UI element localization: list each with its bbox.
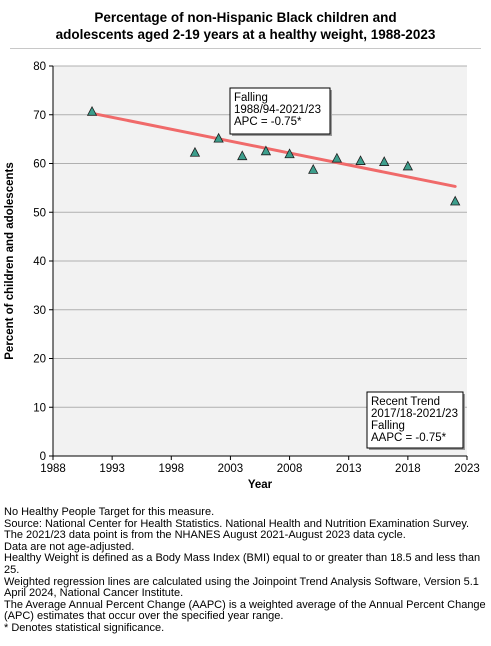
chart-canvas: 0 10 20 30 40 50 60 70 80 1988 1993 1998 2003 2008 201… bbox=[4, 61, 480, 491]
annotation-text: 2017/18-2021/23 bbox=[371, 408, 458, 420]
chart-title: Percentage of non-Hispanic Black childre… bbox=[0, 9, 491, 43]
y-tick-label: 20 bbox=[33, 354, 46, 366]
footnote-age-adjust: Data are not age-adjusted. bbox=[4, 540, 135, 553]
x-tick-label: 2008 bbox=[277, 463, 303, 475]
x-tick-label: 2003 bbox=[218, 463, 244, 475]
annotation-box bbox=[366, 391, 464, 449]
y-tick-label: 70 bbox=[33, 110, 46, 122]
axes bbox=[52, 66, 467, 457]
footnote-definition: Healthy Weight is defined as a Body Mass… bbox=[4, 552, 481, 576]
chart-title-line-1: Percentage of non-Hispanic Black childre… bbox=[94, 10, 397, 25]
annotation-text: Falling bbox=[234, 92, 268, 104]
footnote-aapc: The Average Annual Percent Change (AAPC)… bbox=[4, 598, 486, 623]
data-point-triangle bbox=[308, 163, 319, 174]
x-tick-label: 1993 bbox=[99, 463, 125, 475]
y-tick-label: 50 bbox=[33, 207, 46, 219]
x-tick-label: 2023 bbox=[454, 463, 480, 475]
data-point-triangle bbox=[331, 152, 343, 163]
data-point-triangle bbox=[450, 195, 461, 206]
footnotes: No Healthy People Target for this measur… bbox=[4, 506, 488, 635]
annotation-box bbox=[229, 87, 331, 135]
data-point-triangle bbox=[260, 145, 272, 156]
data-point-triangle bbox=[237, 150, 248, 161]
annotation-text: AAPC = -0.75* bbox=[371, 432, 447, 444]
data-point-triangle bbox=[284, 148, 295, 159]
data-point-triangle bbox=[189, 146, 201, 157]
footnote-source: Source: National Center for Health Stati… bbox=[4, 517, 470, 530]
annotation-text: 1988/94-2021/23 bbox=[234, 104, 321, 116]
trend-lines bbox=[90, 111, 457, 188]
data-points bbox=[86, 105, 461, 206]
trend-line bbox=[90, 111, 457, 188]
title-divider bbox=[10, 48, 481, 49]
y-tick-label: 0 bbox=[40, 451, 46, 463]
y-tick-label: 60 bbox=[33, 159, 46, 171]
data-point-triangle bbox=[379, 156, 390, 166]
x-tick-label: 2018 bbox=[395, 463, 421, 475]
data-point-triangle bbox=[213, 132, 224, 143]
annotation-text: APC = -0.75* bbox=[234, 116, 302, 128]
data-point-triangle bbox=[355, 155, 366, 165]
x-axis-label: Year bbox=[248, 479, 273, 491]
tick-labels: 0 10 20 30 40 50 60 70 80 1988 1993 1998 2003 2008 201… bbox=[33, 61, 480, 475]
annotation-text: Recent Trend bbox=[371, 396, 440, 408]
x-tick-label: 1998 bbox=[158, 463, 184, 475]
y-axis-label: Percent of children and adolescents bbox=[4, 162, 16, 359]
footnote-significance: * Denotes statistical significance. bbox=[4, 621, 165, 634]
footnote-data-cycle: The 2021/23 data point is from the NHANE… bbox=[4, 529, 406, 542]
chart-title-line-2: adolescents aged 2-19 years at a healthy… bbox=[55, 27, 436, 42]
y-tick-label: 80 bbox=[33, 61, 46, 73]
annotation-text: Falling bbox=[371, 420, 405, 432]
footnote-target: No Healthy People Target for this measur… bbox=[4, 506, 215, 518]
data-point-triangle bbox=[86, 105, 98, 116]
data-point-triangle bbox=[402, 160, 414, 171]
y-tick-label: 10 bbox=[33, 402, 46, 414]
y-tick-label: 40 bbox=[33, 256, 46, 268]
y-tick-label: 30 bbox=[33, 305, 46, 317]
footnote-regression: Weighted regression lines are calculated… bbox=[4, 575, 479, 600]
x-tick-label: 2013 bbox=[336, 463, 362, 475]
x-tick-label: 1988 bbox=[40, 463, 66, 475]
